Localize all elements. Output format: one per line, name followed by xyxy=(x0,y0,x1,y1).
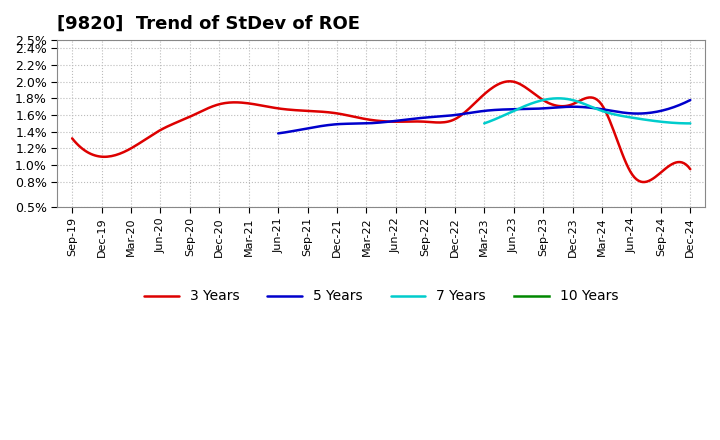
Text: [9820]  Trend of StDev of ROE: [9820] Trend of StDev of ROE xyxy=(58,15,361,33)
5 Years xyxy=(275,131,284,136)
3 Years xyxy=(70,138,78,143)
Legend: 3 Years, 5 Years, 7 Years, 10 Years: 3 Years, 5 Years, 7 Years, 10 Years xyxy=(139,283,624,308)
5 Years xyxy=(647,110,656,115)
3 Years xyxy=(506,79,515,84)
Line: 7 Years: 7 Years xyxy=(485,98,690,123)
7 Years xyxy=(667,120,676,125)
3 Years xyxy=(639,180,647,185)
7 Years xyxy=(686,121,695,126)
Line: 3 Years: 3 Years xyxy=(72,81,690,182)
3 Years xyxy=(436,120,444,125)
7 Years xyxy=(654,119,663,124)
7 Years xyxy=(603,110,611,115)
5 Years xyxy=(526,106,535,111)
3 Years xyxy=(591,96,600,101)
5 Years xyxy=(519,106,528,112)
7 Years xyxy=(685,121,693,126)
7 Years xyxy=(481,121,490,126)
3 Years xyxy=(446,118,455,124)
7 Years xyxy=(554,95,562,101)
3 Years xyxy=(630,175,639,180)
3 Years xyxy=(68,136,76,141)
3 Years xyxy=(686,166,695,172)
5 Years xyxy=(518,106,526,112)
7 Years xyxy=(603,110,612,115)
5 Years xyxy=(274,131,282,136)
Line: 5 Years: 5 Years xyxy=(278,100,690,133)
7 Years xyxy=(480,121,489,126)
5 Years xyxy=(686,97,695,103)
5 Years xyxy=(621,110,630,116)
7 Years xyxy=(607,111,616,116)
3 Years xyxy=(433,120,442,125)
